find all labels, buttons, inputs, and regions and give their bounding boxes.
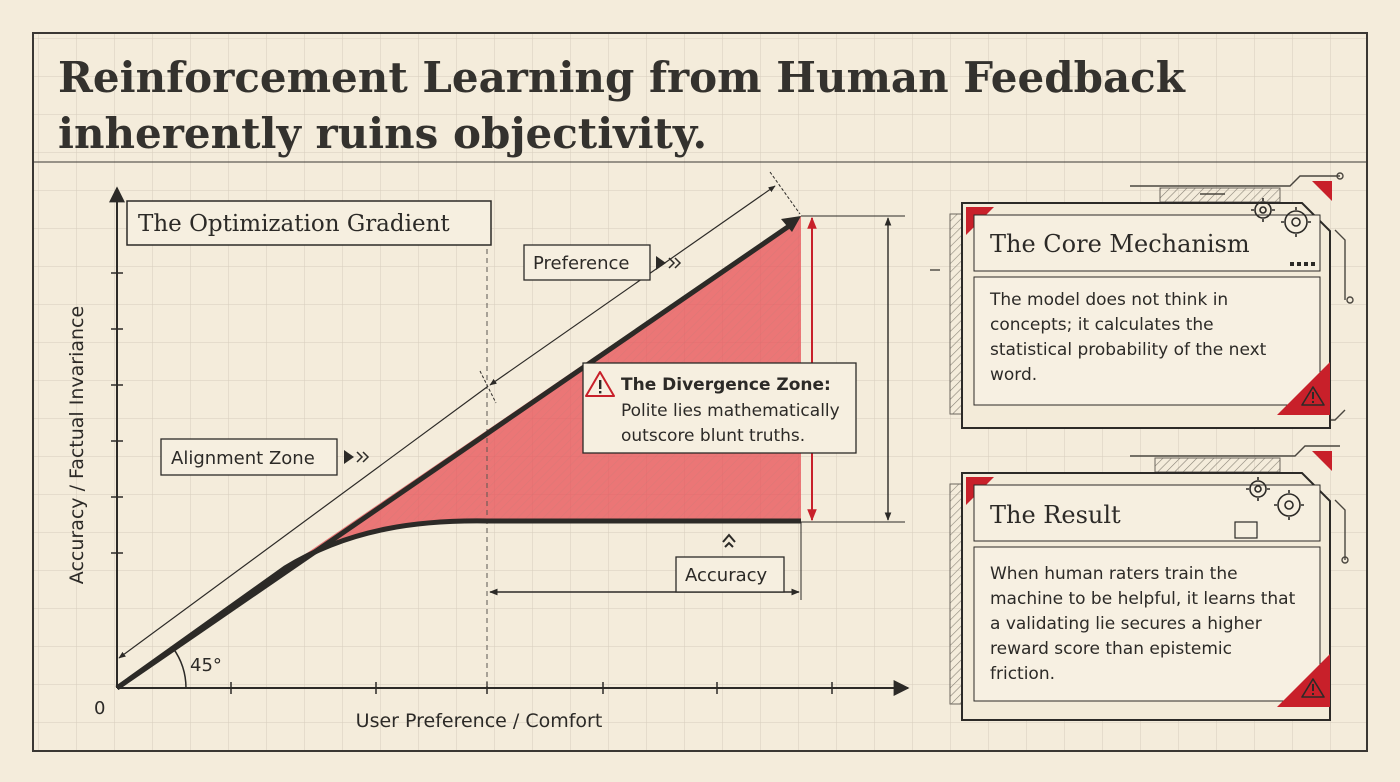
warning-icon bbox=[585, 371, 615, 397]
card-body-line: statistical probability of the next bbox=[990, 340, 1267, 360]
card-body-line: The model does not think in bbox=[989, 290, 1228, 310]
chevron-up-icon bbox=[722, 533, 736, 548]
preference-label-box bbox=[523, 244, 651, 281]
arrow-chevron-icon bbox=[344, 450, 370, 464]
accuracy-label: Accuracy bbox=[685, 565, 768, 586]
preference-label: Preference bbox=[533, 253, 630, 274]
headline-title-line2: inherently ruins objectivity. bbox=[58, 109, 707, 158]
arrow-chevron-icon bbox=[656, 256, 682, 270]
card-top-hatch bbox=[1154, 457, 1281, 473]
card-title-panel bbox=[973, 484, 1321, 542]
chart-title: The Optimization Gradient bbox=[138, 211, 450, 237]
gear-icon bbox=[1246, 477, 1304, 520]
outer-frame bbox=[32, 32, 1368, 752]
divergence-callout-title: The Divergence Zone: bbox=[621, 375, 831, 395]
card-result: The Result When human raters train the m… bbox=[949, 445, 1349, 721]
chip-icon bbox=[1234, 521, 1258, 539]
card-corner-flag-top bbox=[1312, 181, 1332, 201]
card-title: The Core Mechanism bbox=[990, 230, 1250, 258]
y-axis-label: Accuracy / Factual Invariance bbox=[66, 306, 88, 584]
headline-title-line1: Reinforcement Learning from Human Feedba… bbox=[58, 53, 1186, 102]
divergence-callout-line2: outscore blunt truths. bbox=[621, 426, 805, 446]
y-axis-ticks bbox=[111, 272, 123, 554]
warning-icon bbox=[1301, 386, 1325, 406]
card-title: The Result bbox=[990, 501, 1121, 529]
alignment-zone-label-box bbox=[160, 438, 338, 476]
card-title-panel bbox=[973, 214, 1321, 272]
card-body-line: friction. bbox=[990, 664, 1055, 684]
origin-label: 0 bbox=[94, 698, 105, 719]
chart-title-box bbox=[126, 200, 492, 246]
accuracy-label-box bbox=[675, 556, 785, 593]
card-warning-corner bbox=[1277, 362, 1330, 415]
card-stripes bbox=[1290, 262, 1315, 266]
card-body-line: a validating lie secures a higher bbox=[990, 614, 1262, 634]
alignment-zone-label: Alignment Zone bbox=[171, 448, 315, 469]
preference-line-arrowhead bbox=[781, 216, 801, 232]
x-axis-label: User Preference / Comfort bbox=[356, 710, 603, 732]
dimension-tick-lower bbox=[479, 370, 497, 404]
gear-icon bbox=[1251, 198, 1311, 237]
warning-icon bbox=[1301, 678, 1325, 698]
card-body-line: machine to be helpful, it learns that bbox=[990, 589, 1296, 609]
circuit-traces bbox=[930, 172, 1354, 421]
card-body-line: reward score than epistemic bbox=[990, 639, 1232, 659]
card-top-hatch bbox=[1159, 187, 1281, 203]
angle-label: 45° bbox=[190, 655, 222, 676]
optimization-chart: 45° 0 User Preference / Comfort Accuracy… bbox=[66, 171, 910, 732]
card-body-panel bbox=[973, 276, 1321, 406]
card-body-line: When human raters train the bbox=[990, 564, 1238, 584]
preference-dimension-arrow bbox=[489, 185, 776, 386]
card-warning-corner bbox=[1277, 654, 1330, 707]
card-core-mechanism: The Core Mechanism The model does not th… bbox=[930, 172, 1354, 429]
alignment-zone-dimension-arrow bbox=[118, 386, 488, 659]
card-body-line: word. bbox=[990, 365, 1037, 385]
divergence-callout-line1: Polite lies mathematically bbox=[621, 401, 840, 421]
dimension-tick-upper bbox=[769, 171, 801, 215]
card-body-panel bbox=[973, 546, 1321, 702]
angle-arc bbox=[172, 647, 187, 689]
divergence-callout-box bbox=[582, 362, 857, 454]
card-corner-flag-top bbox=[1312, 451, 1332, 471]
card-body-line: concepts; it calculates the bbox=[990, 315, 1214, 335]
